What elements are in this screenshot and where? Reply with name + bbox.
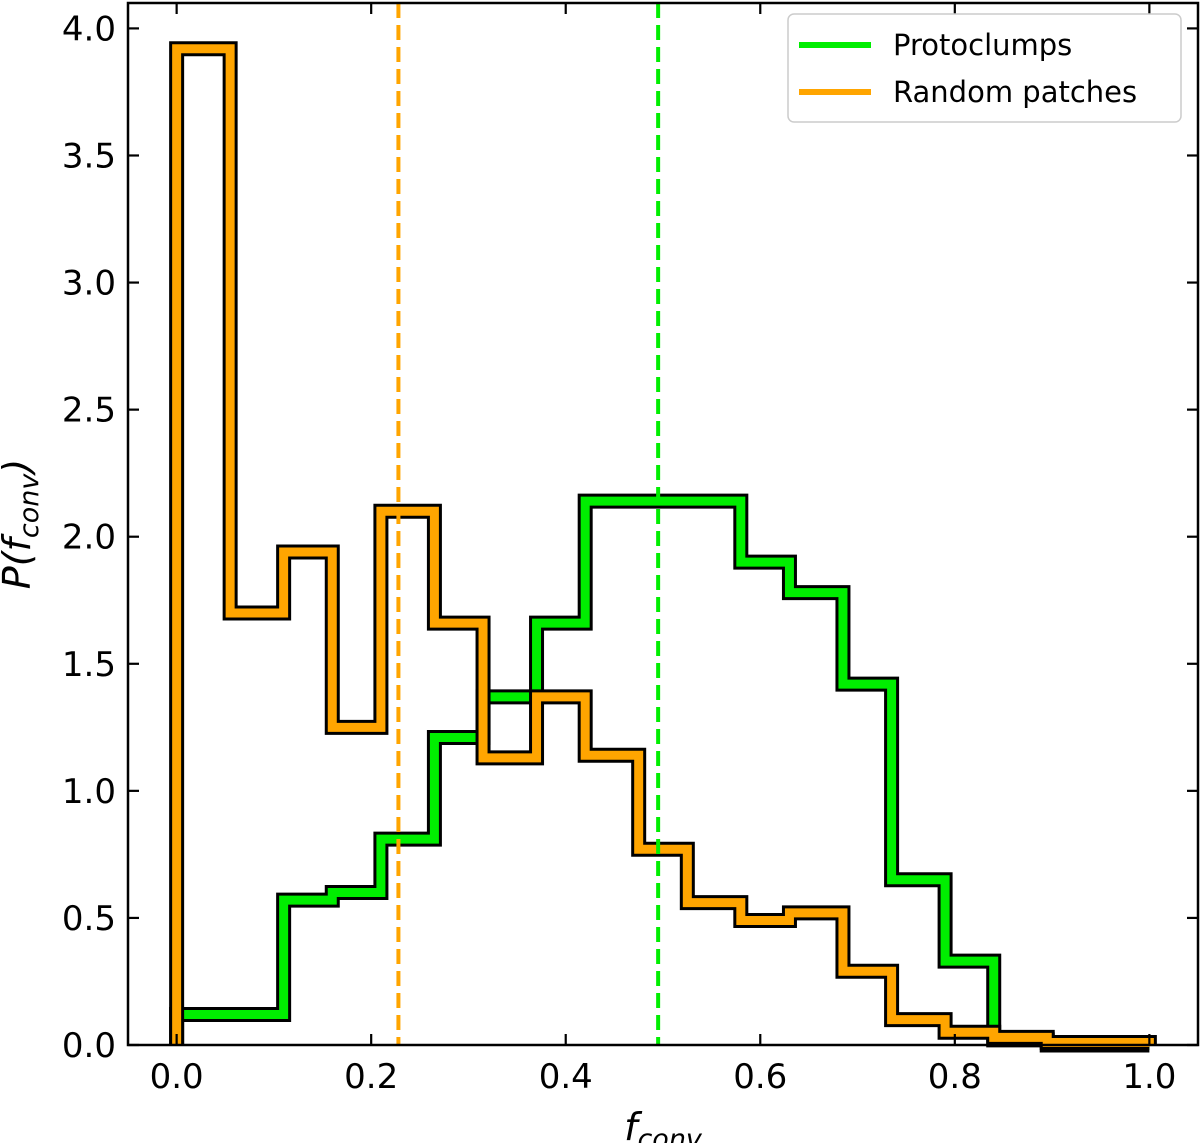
y-axis-label-close: )	[0, 459, 39, 477]
y-axis-label-main: P(f	[0, 532, 39, 589]
legend: Protoclumps Random patches	[787, 13, 1182, 123]
y-tick-label: 2.0	[62, 518, 116, 558]
y-tick-label: 2.5	[62, 391, 116, 431]
ticks-layer: 0.0 0.2 0.4 0.6 0.8 1.0 0.0 0.5 1.0 1.5 2.0 2.5 3.0 3…	[62, 3, 1198, 1097]
plot-frame	[126, 1, 1200, 1047]
y-axis-label: P(fconv)	[0, 459, 45, 589]
y-tick-label: 3.5	[62, 136, 116, 176]
x-tick-label: 0.0	[150, 1057, 204, 1097]
histogram-outline-protoclumps	[169, 493, 1150, 1053]
y-axis-label-sub: conv	[14, 473, 45, 538]
x-tick-label: 0.6	[733, 1057, 787, 1097]
y-tick-label: 1.0	[62, 772, 116, 812]
x-axis-label: fconv	[624, 1105, 703, 1143]
x-tick-label: 1.0	[1122, 1057, 1176, 1097]
y-tick-label: 0.0	[62, 1026, 116, 1066]
legend-box	[787, 13, 1182, 123]
median-layer	[396, 3, 661, 1045]
x-tick-label: 0.4	[539, 1057, 593, 1097]
x-axis-label-sub: conv	[637, 1124, 702, 1143]
histogram-step-protoclumps	[172, 496, 1150, 1050]
y-tick-label: 4.0	[62, 9, 116, 49]
y-tick-label: 0.5	[62, 899, 116, 939]
legend-label-protoclumps: Protoclumps	[893, 28, 1072, 62]
series-layer	[169, 41, 1157, 1053]
histogram-step-random-patches	[172, 44, 1154, 1047]
series-protoclumps	[169, 493, 1150, 1053]
x-tick-label: 0.8	[928, 1057, 982, 1097]
series-random-patches	[169, 41, 1157, 1050]
x-tick-label: 0.2	[344, 1057, 398, 1097]
y-tick-label: 3.0	[62, 264, 116, 304]
y-tick-label: 1.5	[62, 645, 116, 685]
legend-label-random-patches: Random patches	[893, 75, 1137, 109]
